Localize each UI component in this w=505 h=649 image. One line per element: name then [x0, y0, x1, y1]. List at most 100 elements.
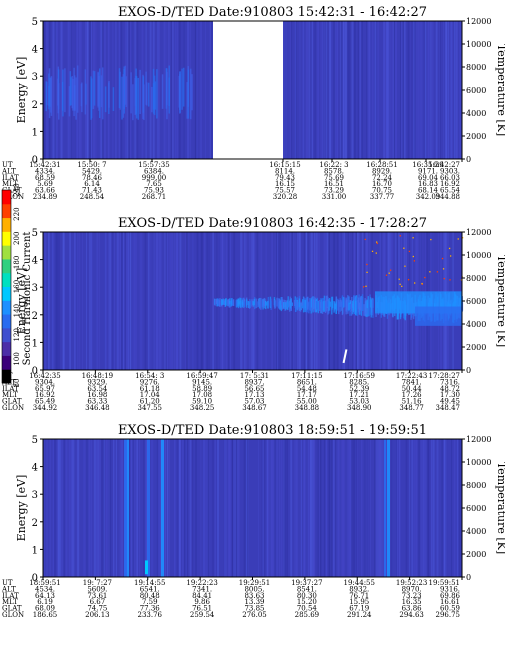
hot-pixel	[413, 282, 416, 284]
info-cell: 291.24	[347, 611, 372, 619]
info-cell: 7841.	[402, 378, 422, 386]
texture-streak	[441, 439, 443, 577]
info-cell: 6.67	[90, 598, 106, 606]
enhanced-band	[371, 297, 373, 316]
enhanced-band	[161, 74, 164, 109]
info-cell: 59.10	[192, 398, 212, 406]
enhanced-band	[222, 298, 224, 305]
texture-streak	[65, 439, 68, 577]
info-cell: 17.08	[192, 391, 212, 399]
info-cell: 15:50: 7	[77, 161, 106, 169]
info-cell: 16:59:47	[186, 372, 217, 380]
enhanced-band	[352, 299, 355, 311]
enhanced-band	[356, 301, 358, 317]
texture-streak	[366, 21, 368, 159]
enhanced-band	[49, 77, 51, 107]
vertical-spike	[124, 439, 127, 577]
texture-streak	[325, 439, 328, 577]
hot-pixel	[424, 276, 426, 279]
texture-streak	[317, 21, 320, 159]
texture-streak	[375, 439, 377, 577]
texture-streak	[48, 232, 50, 370]
texture-streak	[449, 21, 452, 159]
texture-streak	[231, 439, 234, 577]
texture-streak	[325, 21, 328, 159]
info-cell: 15.20	[297, 598, 317, 606]
y-tick-label: 1	[32, 338, 38, 349]
colorbar-tick-label: 100	[13, 352, 21, 365]
info-cell: 17.21	[349, 391, 369, 399]
texture-streak	[341, 21, 343, 159]
texture-streak	[114, 439, 116, 577]
info-cell: 17:16:59	[344, 372, 375, 380]
texture-streak	[272, 439, 275, 577]
enhanced-band	[257, 301, 259, 308]
info-cell: 19:44:55	[344, 579, 375, 587]
info-cell: 7341.	[192, 585, 212, 593]
info-cell: 8285.	[349, 378, 369, 386]
texture-streak	[227, 439, 229, 577]
info-cell: 8932.	[349, 585, 369, 593]
texture-streak	[69, 232, 72, 370]
texture-streak	[171, 21, 173, 159]
info-cell: 6.14	[84, 180, 100, 188]
texture-streak	[351, 21, 354, 159]
texture-streak	[427, 439, 430, 577]
texture-streak	[44, 232, 46, 370]
y2-tick-label: 6000	[466, 297, 486, 306]
info-cell: 348.77	[399, 404, 424, 412]
info-cell: 68.59	[35, 174, 55, 182]
texture-streak	[290, 21, 293, 159]
texture-streak	[178, 439, 181, 577]
info-cell: 52.39	[349, 385, 369, 393]
texture-streak	[211, 439, 214, 577]
texture-streak	[112, 439, 115, 577]
info-cell: 69.86	[440, 592, 461, 600]
texture-streak	[145, 439, 147, 577]
texture-streak	[120, 21, 123, 159]
texture-streak	[382, 439, 384, 577]
y-tick-label: 1	[32, 545, 38, 556]
info-cell: 294.63	[399, 611, 424, 619]
texture-streak	[454, 21, 456, 159]
enhanced-band	[343, 299, 346, 307]
hot-pixel	[457, 238, 459, 240]
enhanced-band	[294, 300, 297, 312]
y-tick-label: 3	[32, 490, 38, 501]
info-cell: 16.98	[87, 391, 107, 399]
texture-streak	[246, 439, 248, 577]
texture-streak	[108, 232, 110, 370]
texture-streak	[179, 232, 182, 370]
enhanced-band	[219, 298, 221, 307]
info-row-label: ALT	[1, 585, 16, 593]
enhanced-band	[364, 298, 366, 317]
texture-streak	[396, 439, 398, 577]
info-cell: 186.65	[33, 611, 58, 619]
texture-streak	[158, 232, 161, 370]
enhanced-band	[243, 301, 246, 308]
enhanced-band	[350, 303, 353, 316]
enhanced-band	[48, 85, 50, 110]
info-cell: 75.57	[275, 187, 295, 195]
enhanced-band	[305, 297, 308, 313]
info-cell: 234.89	[33, 193, 58, 201]
info-cell: 63.86	[402, 605, 423, 613]
texture-streak	[313, 439, 316, 577]
info-cell: 19:29:51	[239, 579, 270, 587]
info-row-label: MLT	[2, 598, 18, 606]
y2-tick-label: 12000	[466, 435, 491, 444]
hot-pixel	[448, 247, 451, 250]
texture-streak	[256, 232, 258, 370]
texture-streak	[284, 439, 286, 577]
texture-streak	[439, 21, 441, 159]
texture-streak	[52, 21, 55, 159]
texture-streak	[332, 21, 335, 159]
enhanced-band	[101, 67, 104, 120]
info-cell: 206.13	[85, 611, 110, 619]
info-cell: 50.44	[402, 385, 423, 393]
texture-streak	[119, 439, 122, 577]
texture-streak	[130, 439, 133, 577]
texture-streak	[286, 439, 288, 577]
texture-streak	[109, 232, 112, 370]
